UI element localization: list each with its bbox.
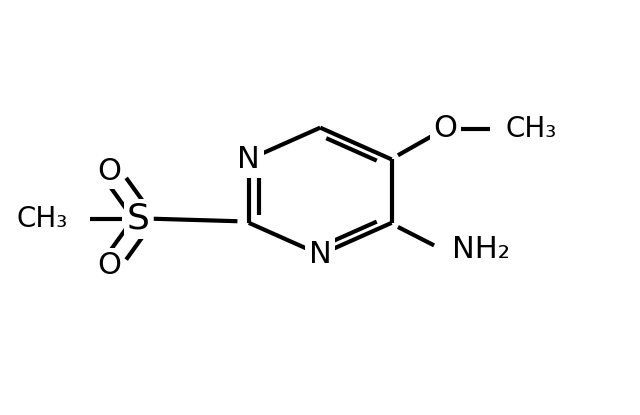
Text: N: N [237,145,260,174]
Text: CH₃: CH₃ [17,205,68,233]
Text: S: S [127,202,149,236]
Text: NH₂: NH₂ [452,235,509,264]
Text: O: O [433,114,458,143]
Text: O: O [97,251,122,281]
Text: O: O [97,157,122,186]
Text: N: N [309,240,332,269]
Text: CH₃: CH₃ [506,115,557,143]
